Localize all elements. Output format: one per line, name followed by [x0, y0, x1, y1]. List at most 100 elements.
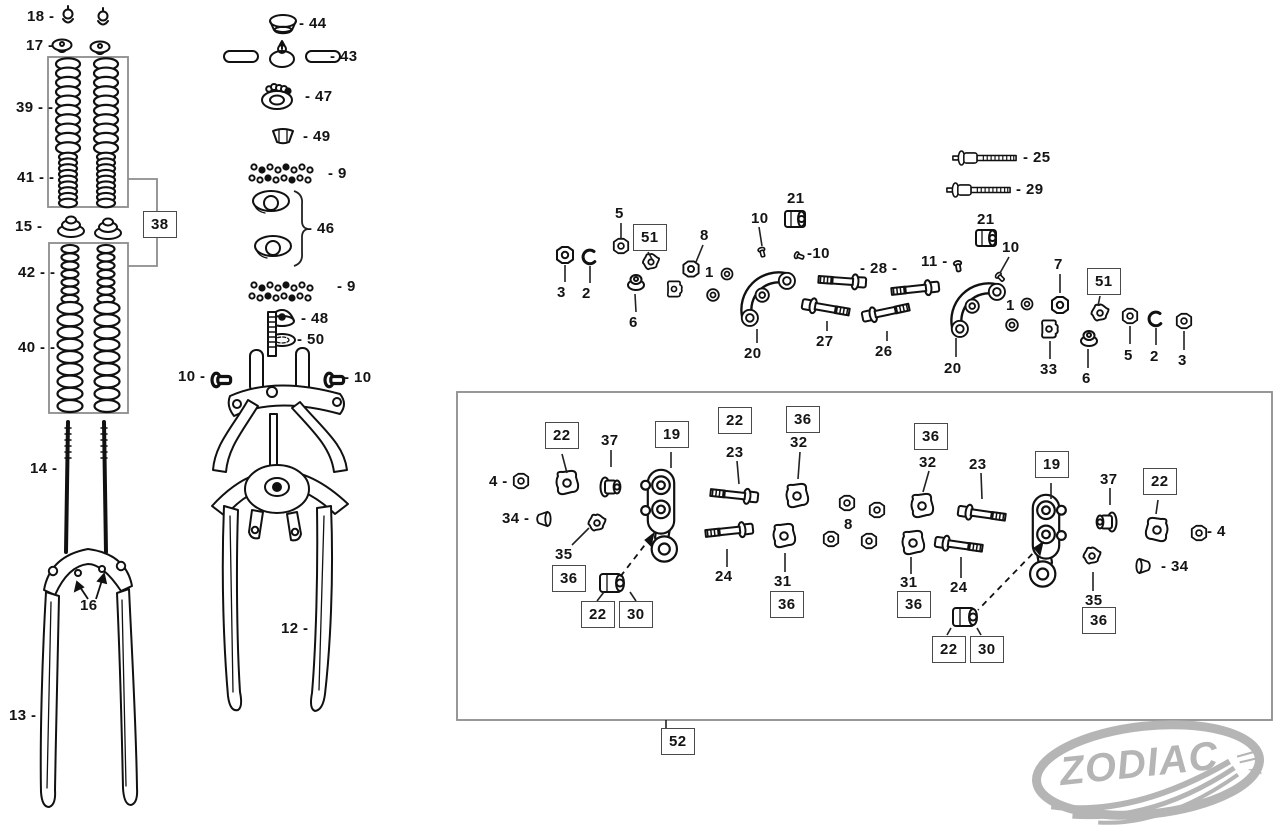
center-springer-fork [210, 311, 349, 712]
part-barrel-nut [975, 229, 997, 247]
part-cone-washer [1095, 511, 1118, 533]
part-flange-nut [1080, 330, 1098, 347]
part-washer [720, 267, 734, 281]
part-grease-fitting [756, 246, 768, 259]
part-tab-washer [772, 522, 797, 549]
spring-group-box-upper [47, 56, 129, 208]
part-nut [556, 246, 574, 264]
container-box-52 [456, 391, 1273, 721]
part-clip-plate [666, 280, 683, 298]
part-nut [1190, 524, 1208, 542]
part-stud [703, 520, 755, 542]
part-acorn-nut [536, 510, 552, 528]
part-bushing [599, 573, 625, 593]
part-pinch-bolt [323, 371, 346, 389]
part-fork-crown [43, 548, 133, 596]
part-nut [838, 494, 856, 512]
part-lock-washer [1090, 303, 1110, 322]
left-spring-assembly [47, 5, 158, 414]
part-washer [1020, 297, 1034, 311]
part-spring-seat [57, 215, 85, 238]
part-tab-washer [555, 469, 580, 496]
part-bearing [261, 83, 293, 110]
top-right-parts [556, 150, 1193, 347]
part-steering-stem [267, 311, 277, 357]
part-nut [682, 260, 700, 278]
part-stud [956, 502, 1008, 526]
part-cone-washer [599, 476, 622, 498]
part-retaining-clip [581, 248, 597, 266]
part-tab-washer [1144, 516, 1169, 543]
part-aux-spring [60, 243, 80, 305]
part-fork-leg [221, 505, 334, 712]
part-spring-cap [51, 38, 73, 53]
part-lock-washer [1082, 546, 1102, 565]
leader-lines [561, 223, 1185, 728]
part-pivot-plate [244, 464, 310, 542]
zodiac-logo: ZODIAC TM [1032, 720, 1264, 825]
part-aux-spring [57, 151, 79, 209]
part-main-spring [93, 300, 121, 414]
part-nut [1051, 296, 1069, 314]
part-rocker-link [952, 284, 1005, 337]
part-lock-washer [587, 513, 607, 532]
part-stud [889, 278, 941, 300]
part-screw [952, 259, 964, 273]
part-spring-clip [97, 7, 109, 26]
part-bearing-balls [248, 163, 314, 184]
part-axle-stud [952, 150, 1017, 166]
part-acorn-nut [1135, 557, 1151, 575]
part-bushing [952, 607, 978, 627]
part-aux-spring [96, 243, 116, 305]
bracket-38 [128, 178, 158, 267]
part-rocker-plate [1028, 493, 1067, 588]
logo-swoosh [1050, 749, 1264, 825]
part-main-spring [56, 300, 84, 414]
part-stud [817, 270, 868, 292]
part-spring-seat [94, 217, 122, 240]
part-bearing-cup [254, 235, 292, 259]
spring-group-box-lower [48, 242, 129, 414]
part-handlebar-clamp [223, 40, 341, 68]
part-bearing-cone [272, 128, 294, 145]
part-tab-washer [901, 529, 926, 556]
part-nut [822, 530, 840, 548]
part-fork-crown [227, 384, 345, 417]
part-spring-clip [62, 5, 74, 24]
part-aux-spring [95, 151, 117, 209]
part-nut [1121, 307, 1139, 325]
part-barrel-nut [784, 210, 806, 228]
part-nut [860, 532, 878, 550]
part-flange-nut [627, 274, 645, 291]
part-spring-rod [64, 420, 108, 554]
part-axle-stud [946, 182, 1011, 198]
part-nut [868, 501, 886, 519]
part-rocker-link [742, 273, 795, 326]
steering-stem-parts [223, 14, 341, 347]
brace-46 [293, 190, 309, 267]
part-grease-fitting [993, 270, 1007, 284]
part-clip-plate [1041, 319, 1059, 339]
part-stud [933, 533, 985, 557]
assembly-dashed-lines [619, 531, 1044, 611]
part-stem-cap [269, 14, 297, 35]
part-nut [512, 472, 530, 490]
part-main-spring [54, 57, 82, 155]
part-nut [1175, 312, 1193, 330]
callout-arrows-16 [73, 572, 108, 600]
logo-tm: TM [1248, 766, 1262, 777]
part-stud [708, 484, 760, 506]
left-fork-assembly [39, 420, 139, 808]
part-fork-leg [39, 588, 139, 808]
part-bolt [859, 298, 912, 326]
part-spring-cap [89, 40, 111, 55]
part-bearing-cup [252, 190, 290, 214]
part-tab-washer [785, 482, 810, 509]
part-bearing-balls [248, 281, 314, 302]
part-retaining-clip [1147, 310, 1163, 328]
part-rocker-plate [640, 468, 679, 563]
part-main-spring [92, 57, 120, 155]
part-washer [1005, 318, 1019, 332]
